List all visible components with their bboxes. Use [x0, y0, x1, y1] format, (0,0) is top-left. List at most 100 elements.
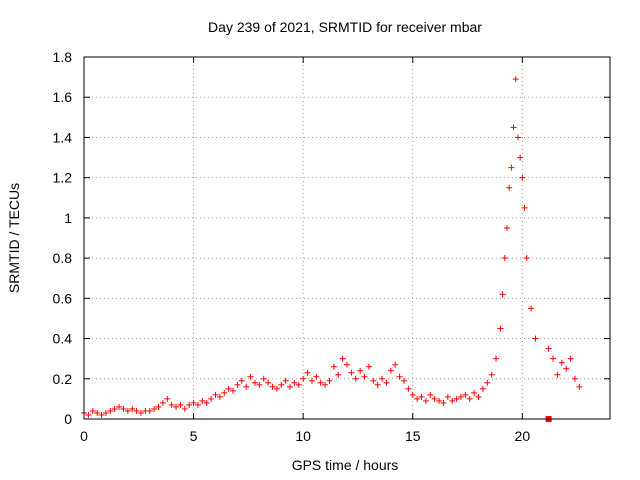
data-point [344, 361, 350, 368]
data-point [427, 391, 434, 398]
y-tick-label: 1.4 [53, 129, 73, 145]
data-point [295, 381, 302, 388]
data-point [194, 401, 201, 408]
data-point [361, 373, 368, 380]
data-point [116, 403, 123, 410]
data-point [497, 325, 504, 332]
data-point [317, 379, 324, 386]
data-point [379, 375, 386, 382]
data-point [392, 361, 399, 368]
data-point [129, 405, 136, 412]
data-point [484, 379, 491, 386]
data-point [370, 377, 377, 384]
grid-lines [84, 57, 610, 419]
data-point [521, 204, 528, 211]
data-point [203, 399, 210, 406]
data-point [508, 164, 515, 171]
y-tick-label: 0.8 [53, 250, 73, 266]
data-point [506, 184, 513, 191]
data-point [554, 371, 561, 378]
data-point [221, 389, 228, 396]
data-point [466, 395, 473, 402]
data-point [453, 395, 460, 402]
y-tick-label: 1.6 [53, 89, 73, 105]
data-point [137, 409, 144, 416]
data-point [457, 393, 464, 400]
data-point [488, 371, 495, 378]
data-point [260, 375, 267, 382]
data-point [563, 365, 570, 372]
data-point [512, 76, 519, 83]
data-point [94, 409, 101, 416]
data-point [558, 359, 565, 366]
data-point [230, 387, 237, 394]
x-tick-label: 20 [515, 428, 531, 444]
data-point [287, 383, 294, 390]
data-point [256, 381, 263, 388]
data-point [159, 399, 166, 406]
y-axis-label: SRMTID / TECUs [6, 183, 22, 293]
data-point [418, 393, 425, 400]
data-point [177, 401, 184, 408]
data-point [330, 363, 337, 370]
data-point [471, 389, 478, 396]
y-tick-label: 1.8 [53, 49, 73, 65]
data-point [120, 405, 127, 412]
data-point [440, 399, 447, 406]
data-point [400, 377, 407, 384]
data-point [265, 379, 272, 386]
data-point [532, 335, 539, 342]
data-point [405, 385, 412, 392]
x-tick-label: 10 [295, 428, 311, 444]
data-point [212, 391, 219, 398]
data-point [422, 397, 429, 404]
data-point [339, 355, 346, 362]
data-point [247, 373, 254, 380]
data-point [251, 379, 258, 386]
data-point [449, 397, 456, 404]
data-point [576, 383, 583, 390]
y-tick-label: 0.4 [53, 331, 73, 347]
data-point [282, 377, 289, 384]
data-point [357, 367, 364, 374]
data-point [444, 393, 451, 400]
data-point [352, 375, 359, 382]
y-tick-label: 0 [64, 411, 72, 427]
y-tick-label: 1.2 [53, 170, 73, 186]
data-point [208, 395, 215, 402]
data-point [396, 373, 403, 380]
data-point [517, 154, 524, 161]
y-tick-labels: 0 0.2 0.4 0.6 0.8 1 1.2 1.4 1.6 1.8 [53, 49, 73, 427]
data-point [514, 134, 521, 141]
data-point [173, 403, 180, 410]
data-point [503, 224, 510, 231]
data-point [291, 379, 298, 386]
data-point [528, 305, 535, 312]
y-tick-label: 0.2 [53, 371, 73, 387]
x-tick-label: 0 [80, 428, 88, 444]
data-point [475, 393, 482, 400]
data-point [462, 391, 469, 398]
data-point [89, 407, 96, 414]
data-points [81, 76, 583, 422]
data-point [501, 255, 508, 262]
data-point [151, 405, 158, 412]
data-point [313, 373, 320, 380]
data-point [216, 393, 223, 400]
data-point [348, 369, 355, 376]
chart-title: Day 239 of 2021, SRMTID for receiver mba… [208, 19, 482, 35]
data-point [168, 401, 175, 408]
data-point [186, 401, 193, 408]
x-tick-label: 5 [190, 428, 198, 444]
data-point [133, 407, 140, 414]
data-point [107, 407, 114, 414]
data-point [234, 381, 241, 388]
x-tick-labels: 0 5 10 15 20 [80, 428, 530, 444]
data-point [85, 411, 92, 418]
data-point [111, 405, 118, 412]
data-point [102, 409, 109, 416]
y-tick-label: 0.6 [53, 290, 73, 306]
data-point [387, 367, 394, 374]
data-point [523, 255, 530, 262]
